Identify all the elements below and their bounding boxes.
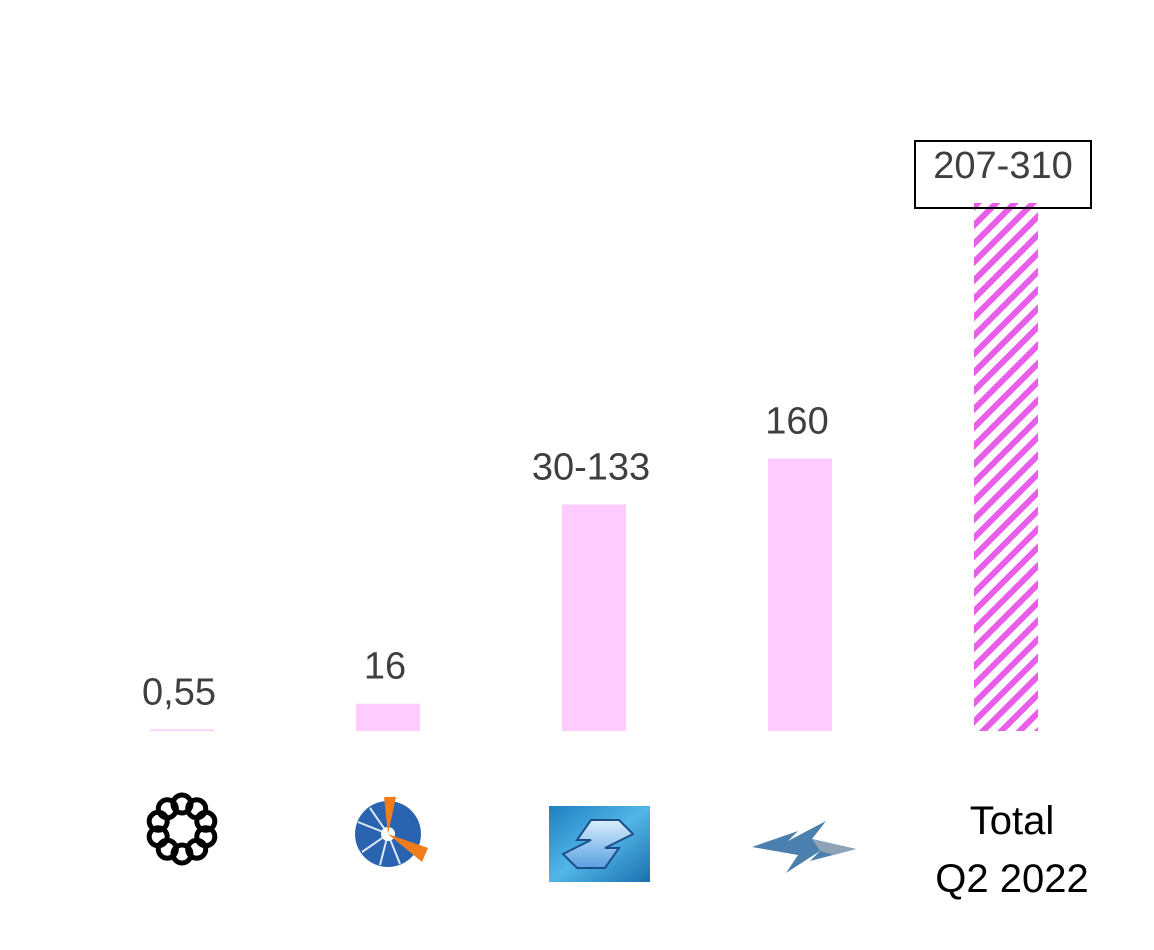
logo-blue-s-icon: [549, 806, 650, 882]
bar-value-label-1: 16: [364, 646, 406, 688]
bar-value-label-3: 160: [765, 400, 828, 442]
logo-ring-icon: [146, 792, 218, 866]
logo-lightning-z-icon: [752, 821, 856, 873]
bar-value-label-2: 30-133: [532, 446, 650, 488]
bar-1: [356, 703, 420, 731]
logo-pie-burst-icon: [355, 797, 428, 867]
bar-4: [974, 203, 1038, 731]
total-value-label-box: [914, 140, 1092, 209]
bar-3: [768, 458, 832, 731]
bars-group: [150, 203, 1038, 731]
total-category-label-line1: Total: [970, 799, 1055, 843]
bar-value-label-0: 0,55: [142, 672, 216, 714]
bar-0: [150, 729, 214, 731]
value-labels-group: 0,55 16 30-133 160 207-310: [142, 140, 1092, 714]
total-category-label-line2: Q2 2022: [935, 857, 1088, 901]
bar-2: [562, 504, 626, 731]
bar-value-label-4: 207-310: [933, 145, 1072, 187]
